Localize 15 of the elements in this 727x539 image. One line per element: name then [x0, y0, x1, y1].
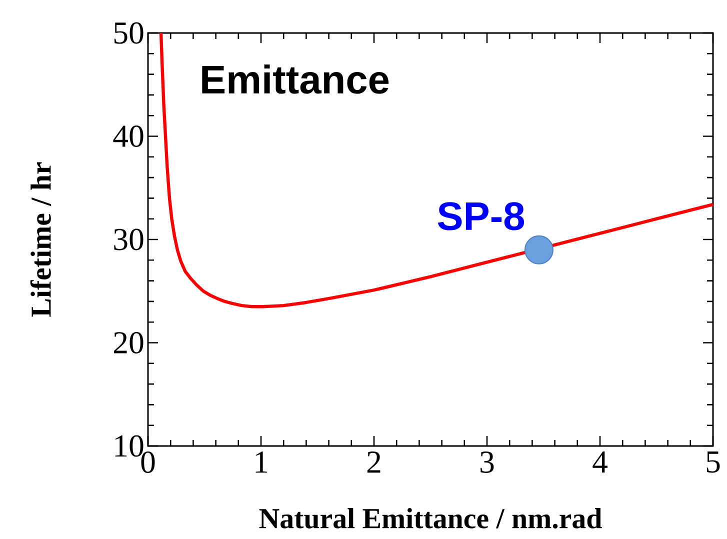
y-tick-label: 50: [114, 22, 144, 44]
y-tick-label: 30: [114, 228, 144, 250]
x-tick-label: 1: [256, 452, 268, 473]
y-tick-label: 40: [113, 125, 144, 148]
annotation: Emittance: [202, 64, 389, 94]
y-tick-label: 10: [115, 435, 144, 457]
x-tick-label: 4: [592, 452, 608, 473]
y-axis-title: Lifetime / hr: [30, 162, 51, 317]
x-axis-title: Natural Emittance / nm.rad: [259, 508, 602, 528]
x-tick-label: 0: [141, 452, 155, 474]
x-tick-label: 5: [706, 452, 720, 473]
x-tick-label: 3: [480, 452, 494, 473]
y-tick-label: 20: [114, 332, 144, 354]
annotation: SP-8: [438, 202, 524, 230]
x-tick-label: 2: [367, 452, 380, 473]
